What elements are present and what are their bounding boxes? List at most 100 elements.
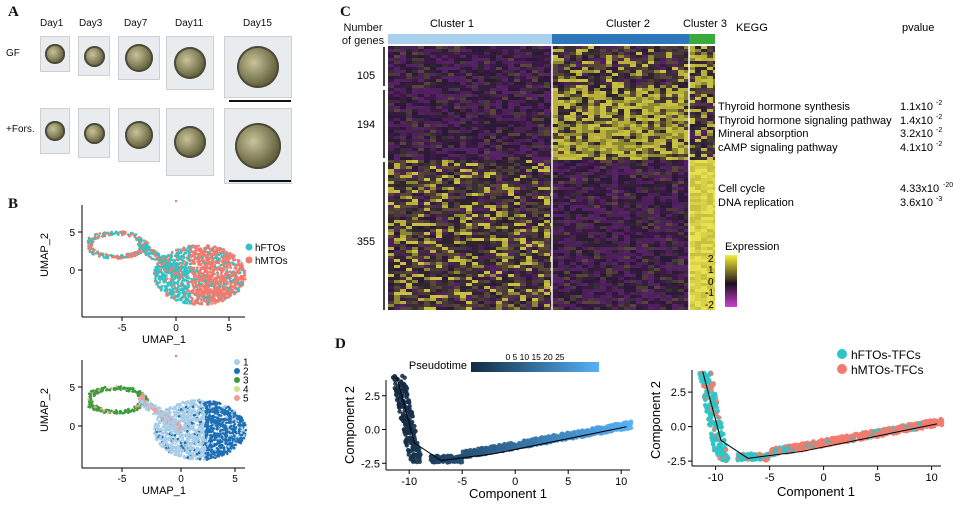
legend-swatch-hftos-tfcs	[837, 349, 847, 359]
y-axis-label: Component 2	[648, 381, 663, 459]
kegg-pvalue: 1.1x10	[900, 101, 933, 113]
day-label: Day15	[243, 18, 272, 29]
tick-y: 2.5	[671, 387, 686, 399]
number-of-genes-label: Number of genes	[341, 22, 385, 47]
legend-label: 5	[243, 394, 249, 405]
cluster-1-bar	[388, 34, 552, 44]
kegg-pvalue-exponent: -2	[936, 141, 942, 148]
kegg-term: Mineral absorption	[718, 128, 809, 140]
tick-y: 5	[69, 383, 75, 394]
panel-b-label: B	[8, 196, 19, 212]
kegg-term: DNA replication	[718, 197, 794, 209]
y-axis-label: Component 2	[342, 386, 357, 464]
scale-bar-fors	[229, 180, 291, 182]
legend-label-hmtos: hMTOs	[255, 256, 288, 267]
x-axis-label: Component 1	[777, 484, 855, 499]
gene-count-105: 105	[357, 70, 375, 82]
tick-x: 0	[512, 476, 518, 488]
tick-x: -5	[118, 323, 127, 334]
x-axis-label: UMAP_1	[142, 334, 186, 345]
legend-label: 1	[243, 358, 249, 369]
tick-x: 5	[875, 472, 881, 484]
organoid-image	[224, 36, 292, 98]
kegg-pvalue-exponent: -2	[936, 127, 942, 134]
organoid-image	[118, 36, 160, 80]
tick-x: 5	[226, 323, 232, 334]
gene-count-355: 355	[357, 236, 375, 248]
tick-y: 0.0	[671, 422, 686, 434]
kegg-pvalue-exponent: -2	[936, 100, 942, 107]
tick-x: -5	[118, 474, 127, 485]
tick-y: -2.5	[667, 456, 686, 468]
pvalue-header: pvalue	[902, 22, 934, 34]
expression-label: Expression	[725, 241, 779, 253]
legend-label-hftos: hFTOs	[255, 243, 285, 254]
kegg-term: Thyroid hormone signaling pathway	[718, 115, 892, 127]
legend-swatch-hftos	[245, 243, 253, 251]
cluster-2-label: Cluster 2	[606, 18, 650, 30]
kegg-pvalue: 4.1x10	[900, 142, 933, 154]
tick-x: 0	[821, 472, 827, 484]
legend-swatch-hmtos-tfcs	[837, 364, 847, 374]
organoid-image	[166, 36, 214, 90]
colorbar-ticks: 0 5 10 15 20 25	[505, 352, 564, 362]
organoid-image	[224, 108, 292, 184]
day-label: Day3	[79, 18, 103, 29]
kegg-pvalue-exponent: -2	[936, 114, 942, 121]
tick-x: 5	[232, 474, 238, 485]
tick-x: 0	[178, 474, 184, 485]
umap-top-plot: -5 0 5 5 0 UMAP_1 UMAP_2 hFTOs hMTOs	[39, 199, 288, 345]
legend-label: 3	[243, 376, 249, 387]
organoid-image	[40, 36, 70, 72]
legend-swatch	[234, 359, 240, 365]
legend-swatch	[234, 386, 240, 392]
legend-swatch	[234, 368, 240, 374]
organoid-image	[78, 108, 110, 158]
pseudotime-colorbar	[471, 362, 599, 372]
gene-count-194: 194	[357, 119, 375, 131]
heatmap-figure: Cluster 1 Cluster 2 Cluster 3 105 194 35…	[357, 18, 953, 311]
tick-x: 5	[565, 476, 571, 488]
tick-y: -2.5	[361, 458, 380, 470]
trajectory-sample-plot: hFTOs-TFCs hMTOs-TFCs -10 -5 0 5 10 2.5 0.0 -2.…	[648, 348, 945, 499]
legend-label-hftos-tfcs: hFTOs-TFCs	[851, 348, 921, 362]
panel-d-label: D	[335, 336, 346, 352]
y-axis-label: UMAP_2	[39, 388, 51, 432]
legend-label: 4	[243, 385, 249, 396]
organoid-image	[78, 36, 110, 76]
day-label: Day1	[40, 18, 64, 29]
kegg-pvalue-exponent: -20	[943, 182, 953, 189]
day-label: Day7	[124, 18, 148, 29]
legend-label-hmtos-tfcs: hMTOs-TFCs	[851, 363, 923, 377]
kegg-pvalue: 3.2x10	[900, 128, 933, 140]
cluster-1-label: Cluster 1	[430, 18, 474, 30]
tick-x: -10	[401, 476, 417, 488]
row-label: GF	[6, 48, 20, 59]
expr-tick: 1	[708, 265, 714, 276]
kegg-pvalue: 3.6x10	[900, 197, 933, 209]
tick-y: 0	[69, 422, 75, 433]
row-label: +Fors.	[6, 124, 35, 135]
expression-colorbar	[725, 255, 737, 307]
y-axis-label: UMAP_2	[39, 233, 51, 277]
kegg-pvalue: 1.4x10	[900, 115, 933, 127]
tick-x: 10	[615, 476, 627, 488]
organoid-image	[40, 108, 70, 154]
expr-tick: -1	[705, 288, 714, 299]
scale-bar-gf	[229, 100, 291, 102]
tick-x: -5	[765, 472, 775, 484]
panel-c-label: C	[340, 4, 351, 20]
tick-x: -5	[457, 476, 467, 488]
kegg-pvalue: 4.33x10	[900, 183, 939, 195]
kegg-term: Thyroid hormone synthesis	[718, 101, 851, 113]
tick-x: 0	[173, 323, 179, 334]
cluster-3-label: Cluster 3	[683, 18, 727, 30]
kegg-term: cAMP signaling pathway	[718, 142, 838, 154]
tick-y: 0.0	[365, 425, 380, 437]
colorbar-label: Pseudotime	[409, 360, 467, 372]
expr-tick: -2	[705, 300, 714, 311]
kegg-term: Cell cycle	[718, 183, 765, 195]
tick-x: 10	[925, 472, 937, 484]
x-axis-label: UMAP_1	[142, 485, 186, 497]
